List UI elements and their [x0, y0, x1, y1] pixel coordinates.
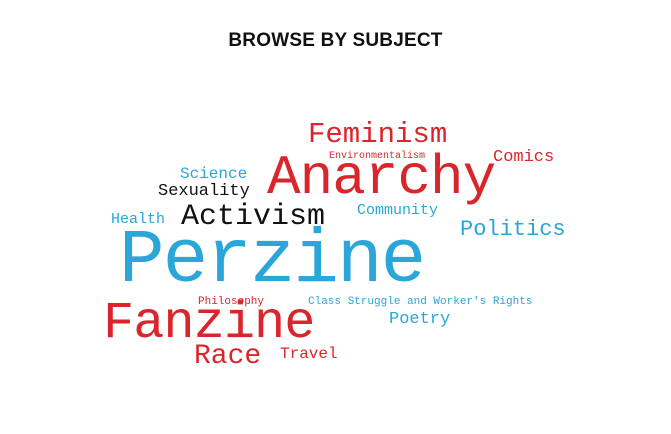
subject-link-perzine[interactable]: Perzine — [119, 218, 426, 304]
subject-link-community[interactable]: Community — [357, 202, 439, 219]
subject-link-race[interactable]: Race — [194, 341, 262, 372]
subject-link-activism[interactable]: Activism — [181, 200, 326, 234]
subject-link-feminism[interactable]: Feminism — [308, 118, 448, 151]
subject-link-poetry[interactable]: Poetry — [389, 310, 451, 329]
subject-link-philosophy[interactable]: Philosophy — [198, 296, 265, 308]
subject-link-travel[interactable]: Travel — [280, 345, 338, 363]
subject-link-sexuality[interactable]: Sexuality — [158, 182, 250, 201]
subject-link-health[interactable]: Health — [111, 211, 166, 228]
subject-link-anarchy[interactable]: Anarchy — [267, 146, 496, 210]
subject-link-comics[interactable]: Comics — [493, 148, 555, 167]
subject-link-politics[interactable]: Politics — [460, 217, 566, 242]
subject-link-science[interactable]: Science — [180, 165, 248, 183]
subject-link-fanzine[interactable]: Fanzine — [103, 294, 315, 353]
subject-link-class-struggle[interactable]: Class Struggle and Worker's Rights — [308, 296, 533, 308]
subject-link-environmentalism[interactable]: Environmentalism — [329, 151, 426, 162]
page-title: BROWSE BY SUBJECT — [228, 30, 443, 51]
